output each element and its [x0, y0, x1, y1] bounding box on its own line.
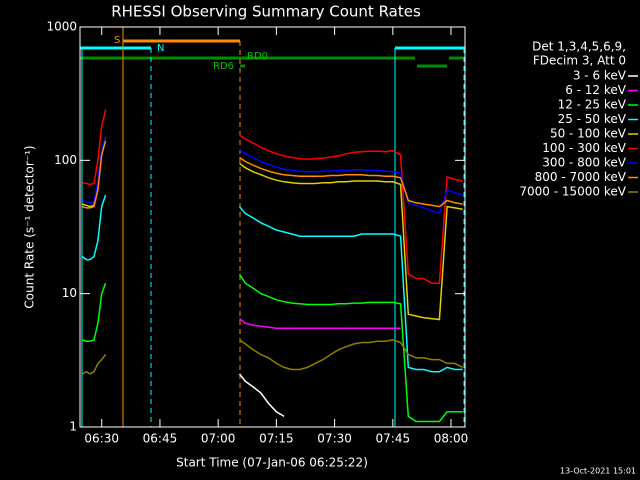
- legend-label: 12 - 25 keV: [558, 98, 627, 112]
- x-tick-label: 07:15: [259, 432, 294, 446]
- series-line: [239, 318, 401, 330]
- x-tick-label: 07:30: [317, 432, 352, 446]
- x-tick-label: 07:45: [376, 432, 411, 446]
- legend-label: 100 - 300 keV: [542, 141, 626, 155]
- legend-header: Det 1,3,4,5,6,9,: [532, 40, 626, 54]
- x-tick-label: 08:00: [434, 432, 469, 446]
- plot-area: [81, 109, 464, 423]
- status-bars: [80, 39, 465, 68]
- timestamp: 13-Oct-2021 15:01: [560, 467, 636, 476]
- legend-label: 800 - 7000 keV: [535, 170, 627, 184]
- series-line: [82, 140, 463, 209]
- annotation: RD6: [213, 61, 234, 72]
- plot-frame: [79, 26, 466, 428]
- annotation: RD0: [247, 51, 268, 62]
- event-lines: [81, 27, 465, 427]
- series-line: [81, 339, 464, 375]
- legend-label: 50 - 100 keV: [550, 127, 627, 141]
- series-line: [82, 136, 463, 215]
- y-tick-label: 1: [69, 420, 77, 434]
- series-line: [238, 373, 285, 418]
- annotation: S: [114, 35, 120, 46]
- legend-label: 300 - 800 keV: [542, 156, 626, 170]
- legend-label: 3 - 6 keV: [573, 69, 627, 83]
- legend-header: FDecim 3, Att 0: [533, 54, 626, 68]
- legend-label: 25 - 50 keV: [558, 112, 627, 126]
- chart-title: RHESSI Observing Summary Count Rates: [111, 3, 421, 21]
- x-tick-label: 06:30: [84, 432, 119, 446]
- y-tick-label: 1000: [46, 20, 77, 34]
- series-line: [82, 109, 463, 284]
- y-tick-label: 10: [62, 286, 77, 300]
- x-tick-label: 06:45: [143, 432, 178, 446]
- x-tick-label: 07:00: [201, 432, 236, 446]
- legend-label: 7000 - 15000 keV: [519, 185, 626, 199]
- y-tick-label: 100: [54, 153, 77, 167]
- x-axis-label: Start Time (07-Jan-06 06:25:22): [176, 456, 368, 470]
- legend-label: 6 - 12 keV: [565, 83, 627, 97]
- annotation: N: [157, 43, 164, 54]
- series-line: [81, 194, 463, 373]
- y-axis-label: Count Rate (s⁻¹ detector⁻¹): [23, 145, 37, 308]
- series-line: [82, 273, 463, 423]
